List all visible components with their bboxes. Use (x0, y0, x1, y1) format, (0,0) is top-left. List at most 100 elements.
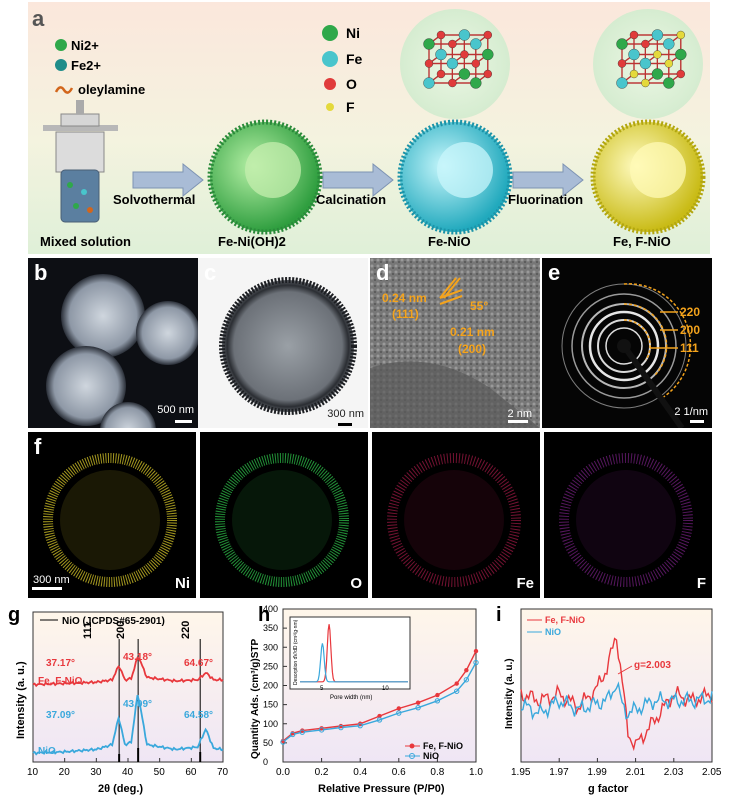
x-tick-label: 1.0 (469, 767, 483, 778)
panel-b-letter: b (34, 260, 48, 285)
x-tick-label: 0.2 (315, 767, 329, 778)
saed-pattern (542, 258, 712, 428)
annotation-pointer (617, 665, 633, 675)
data-point-nio (318, 727, 325, 733)
stage-mixed-solution: Mixed solution (40, 234, 131, 249)
nio-peak-2: 43.09° (123, 699, 152, 710)
o-legend-dot (324, 78, 336, 90)
y-tick-label: 150 (263, 700, 278, 710)
peak-label-220: 220 (180, 621, 192, 639)
data-point-fef (473, 648, 479, 654)
autoclave-icon (43, 100, 118, 223)
x-tick-label: 1.97 (549, 767, 569, 778)
eds-map-fe: Fe (372, 432, 540, 598)
x-tick-label: 60 (185, 767, 197, 778)
data-point-nio (463, 677, 470, 683)
lattice-atom (641, 78, 650, 88)
x-tick-label: 1.99 (587, 767, 607, 778)
data-point-nio (434, 698, 441, 704)
panel-c-scalebar: 300 nm (327, 408, 364, 420)
lattice-atom (628, 48, 640, 61)
data-point-fef (415, 700, 421, 705)
series-fe-f-nio (520, 637, 713, 752)
lattice-atom (458, 68, 471, 80)
lattice-atom (435, 48, 447, 61)
legend-oleylamine: oleylamine (78, 82, 145, 97)
legend-ni: Ni (346, 25, 360, 41)
h-ylabel: Quantity Ads. (cm³/g)STP (250, 638, 261, 759)
lattice-atom (616, 38, 628, 50)
arrow-fluorination (512, 162, 584, 198)
data-point-fef (435, 692, 440, 698)
h-xlabel: Relative Pressure (P/P0) (318, 783, 445, 795)
y-tick-label: 100 (263, 719, 278, 729)
fef-peak-2: 43.18° (123, 652, 152, 663)
x-tick-label: 50 (154, 767, 166, 778)
ring-220: 220 (680, 305, 701, 319)
lattice-atom (482, 48, 494, 61)
panel-f-letter: f (34, 434, 42, 459)
step-calcination: Calcination (316, 192, 386, 207)
lattice-atom (483, 69, 492, 79)
angle-label: 55° (470, 299, 489, 313)
x-tick-label: 2.01 (626, 767, 646, 778)
tem-image (198, 258, 368, 428)
step-solvothermal: Solvothermal (113, 192, 195, 207)
panel-e-letter: e (548, 260, 561, 285)
element-o-label: O (350, 575, 362, 592)
y-tick-label: 250 (263, 661, 278, 671)
data-point-nio (289, 731, 296, 738)
series-label-nio: NiO (38, 746, 56, 757)
fef-peak-3: 64.67° (184, 658, 213, 669)
stage-fe-nio: Fe-NiO (428, 234, 471, 249)
panel-h-letter: h (258, 604, 270, 626)
fe-ion-dot (55, 59, 67, 71)
panel-f: f 300 nm Ni O Fe F (28, 432, 712, 598)
data-point-fef (338, 723, 344, 729)
series-nio (520, 681, 713, 721)
step-fluorination: Fluorination (508, 192, 583, 207)
inset-ylabel: Desorption dV/dD (cm³/g·nm) (293, 619, 299, 685)
arrow-solvothermal (132, 162, 204, 198)
data-point-nio (396, 710, 402, 716)
lattice-atom (676, 69, 685, 79)
stage-fe-nioh2: Fe-Ni(OH)2 (218, 234, 286, 249)
lattice-atom (664, 59, 673, 68)
x-tick-label: 70 (217, 767, 229, 778)
peak-label-200: 200 (115, 621, 127, 639)
inset-xtick-5: 5 (320, 686, 324, 692)
panel-d: d 0.24 nm (111) 55° 0.21 nm (200) 2 nm (370, 258, 540, 428)
i-xlabel: g factor (588, 783, 629, 795)
y-tick-label: 200 (263, 681, 278, 691)
eds-map-f: F (544, 432, 712, 598)
lattice-atom (436, 69, 446, 79)
element-f-label: F (696, 575, 706, 592)
x-tick-label: 30 (90, 767, 102, 778)
panel-c: c 300 nm (198, 258, 368, 428)
panel-i: i Fe, F-NiO NiO g=2.003 1.95 1.97 1.99 2.01… (496, 604, 722, 795)
panel-e-scalebar: 2 1/nm (674, 406, 708, 418)
g-value-annotation: g=2.003 (634, 660, 671, 671)
panel-e: e 220 200 111 2 1/nm (542, 258, 712, 428)
lattice-atom (483, 30, 492, 40)
h-markers (280, 648, 479, 745)
series-label-fef: Fe, F-NiO (38, 676, 83, 687)
series-fe-f-nio (32, 656, 224, 688)
g-x-ticks: 10 20 30 40 50 60 70 (27, 758, 229, 778)
sphere-fe-f-nio (590, 119, 706, 235)
data-point-nio (338, 724, 344, 731)
lattice-atom (629, 69, 639, 79)
panel-d-letter: d (376, 260, 390, 285)
g-ylabel: Intensity (a. u.) (15, 661, 27, 739)
legend-o: O (346, 76, 357, 92)
legend-f: F (346, 99, 355, 115)
g-legend: NiO (JCPDS#65-2901) (62, 616, 165, 627)
x-tick-label: 0.0 (276, 767, 290, 778)
lattice-atom (446, 57, 459, 70)
nio-peak-1: 37.09° (46, 710, 75, 721)
lattice-atom (676, 30, 685, 40)
x-tick-label: 2.03 (664, 767, 684, 778)
i-legend-nio: NiO (545, 627, 561, 637)
lattice-atom (629, 30, 639, 40)
lattice-atom (470, 77, 482, 89)
